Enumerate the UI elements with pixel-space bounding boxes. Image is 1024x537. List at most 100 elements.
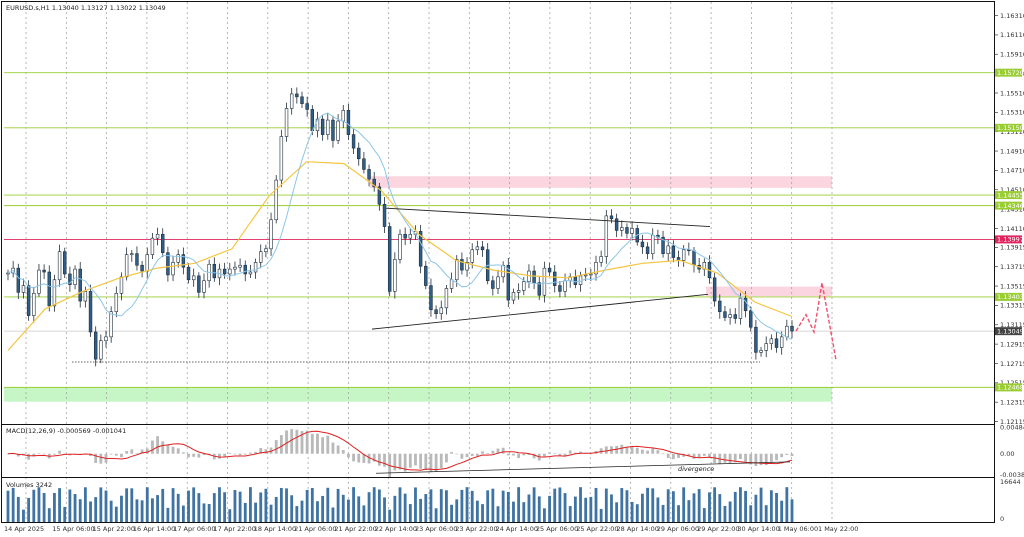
volume-bar [249,487,252,522]
volume-bar [527,494,531,522]
volume-bar [53,492,56,522]
candle-down [424,265,428,286]
macd-histogram-bar [161,441,165,454]
candle-down [429,285,433,311]
candle-down [372,178,376,188]
volume-bar [83,487,87,522]
macd-histogram-bar [279,435,283,454]
candle-up [728,314,732,318]
volume-bar [161,488,165,522]
macd-histogram-bar [558,453,562,456]
volume-bar [723,505,727,522]
macd-histogram-bar [187,453,190,458]
macd-histogram-bar [145,448,149,454]
macd-histogram-bar [424,453,428,471]
macd-histogram-bar [733,453,737,463]
volume-bar [641,493,644,522]
macd-histogram-bar [125,451,129,454]
volume-bar [635,504,639,522]
candle-down [382,203,387,227]
volume-bar [336,488,340,522]
macd-histogram-bar [728,453,732,464]
macd-histogram-bar [285,430,288,454]
volume-bar [207,504,211,522]
volume-bar [517,487,521,522]
candle-down [625,227,629,234]
fast-moving-average [7,112,793,340]
volume-bar [326,487,330,522]
candle-up [315,118,320,132]
time-tick-label: 17 Apr 06:00 [173,525,215,533]
price-tick-label: 1.14710 [1000,167,1024,175]
volume-bar [316,501,319,522]
candle-up [666,245,670,254]
macd-histogram-bar [702,453,706,456]
macd-histogram-bar [295,429,299,454]
candle-up [583,274,588,277]
macd-histogram-bar [563,453,567,456]
grid-layer [25,2,833,522]
volume-bar [506,492,510,522]
volume-bar [377,489,381,522]
volume-bar [300,500,304,522]
macd-histogram-bar [27,453,31,460]
volume-bar [764,505,768,522]
macd-histogram-bar [512,453,515,456]
candle-down [295,93,299,98]
macd-histogram-bar [687,453,691,457]
volume-bar [666,489,670,522]
macd-histogram-bar [89,453,92,457]
volume-bar [274,496,278,522]
volume-bar [264,488,268,522]
candle-up [114,293,119,313]
macd-histogram-bar [16,453,20,457]
volume-bar [254,502,257,522]
volume-bar [156,495,159,522]
volume-bar [455,499,459,522]
candle-down [749,310,753,328]
time-tick-label: 22 Apr 14:00 [375,525,417,533]
candle-up [589,273,593,276]
macd-histogram-bar [630,446,634,454]
macd-histogram-bar [635,447,639,454]
volume-bar [187,490,190,522]
volume-bar [181,505,185,522]
macd-histogram-bar [341,450,345,454]
macd-histogram-bar [357,453,361,463]
time-tick-label: 30 Apr 14:00 [737,525,779,533]
volume-bar [749,505,753,522]
price-level-badge [995,123,1022,132]
price-level-label: 1.15150 [997,124,1024,132]
volume-bar [104,490,108,522]
volume-bar [58,488,61,522]
volume-bar [501,490,505,522]
macd-histogram-bar [434,453,438,472]
candle-down [47,271,51,307]
macd-histogram-bar [228,452,232,454]
time-tick-label: 25 Apr 22:00 [576,525,618,533]
macd-histogram-bar [501,447,505,454]
volume-bar [589,496,593,522]
volume-bar [47,508,51,522]
volume-bar [166,507,170,522]
volume-bar [630,501,634,522]
macd-histogram-bar [326,435,330,454]
price-tick-label: 1.14110 [1000,225,1024,233]
volume-bar [579,487,582,522]
candle-up [630,228,634,234]
candle-down [790,325,794,332]
volume-bar [610,494,613,522]
candle-up [470,249,474,263]
macd-histogram-bar [238,453,242,456]
candle-up [145,254,149,272]
candle-up [444,288,449,309]
macd-histogram-bar [522,453,526,456]
macd-histogram-bar [527,453,531,455]
volume-bar [63,506,67,522]
candle-down [460,259,464,271]
candle-down [212,263,217,279]
candle-down [640,241,645,248]
macd-histogram-bar [677,453,680,458]
